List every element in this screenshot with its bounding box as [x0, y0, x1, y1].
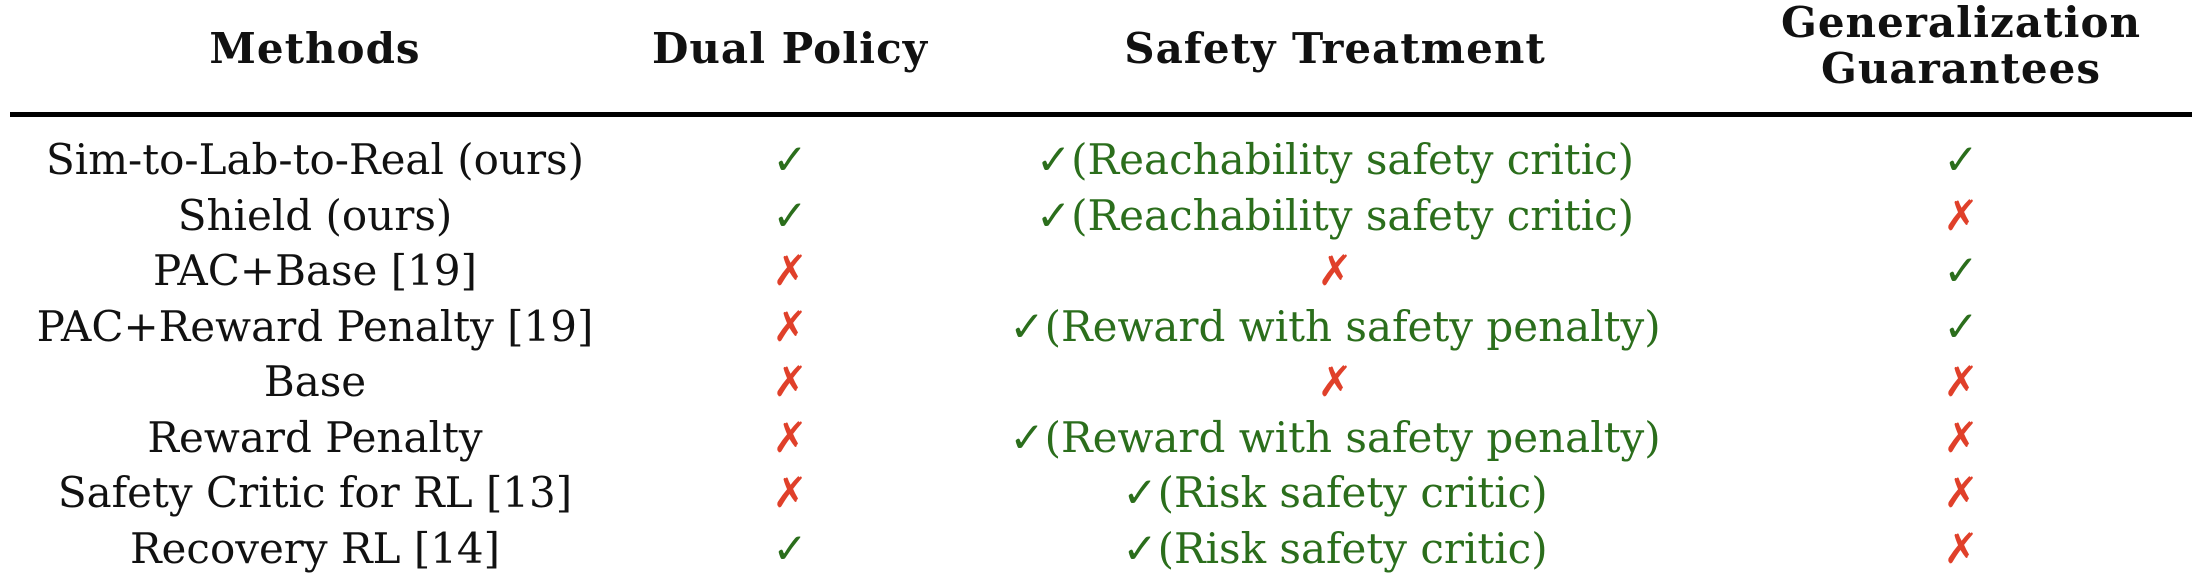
cross-icon: ✗ [1317, 246, 1353, 295]
table-row: Base ✗ ✗ ✗ [0, 354, 2202, 410]
header-methods: Methods [209, 24, 421, 73]
check-icon: ✓ [772, 190, 808, 240]
check-icon: ✓ [1035, 135, 1072, 184]
method-name: PAC+Base [19] [153, 246, 477, 295]
method-name: Reward Penalty [147, 412, 483, 462]
safety-treatment-text: (Reachability safety critic) [1071, 190, 1635, 240]
generalization-cell: ✓ [1720, 299, 2202, 355]
safety-treatment-cell: ✓(Risk safety critic) [950, 465, 1720, 521]
dual-policy-cell: ✓ [630, 521, 950, 577]
cross-icon: ✗ [1943, 523, 1979, 573]
safety-treatment-cell: ✗ [950, 243, 1720, 299]
method-name: Sim-to-Lab-to-Real (ours) [46, 135, 584, 184]
dual-policy-cell: ✗ [630, 465, 950, 521]
header-rule [10, 112, 2192, 117]
safety-treatment-text: (Risk safety critic) [1157, 523, 1548, 573]
method-name: Recovery RL [14] [129, 523, 501, 573]
cross-icon: ✗ [772, 468, 808, 517]
header-generalization: Generalization Guarantees [1720, 0, 2202, 92]
check-icon: ✓ [1009, 412, 1045, 462]
safety-treatment-cell: ✓(Reachability safety critic) [950, 132, 1720, 188]
generalization-cell: ✗ [1720, 354, 2202, 410]
table-row: Recovery RL [14] ✓ ✓(Risk safety critic) ✗ [0, 521, 2202, 577]
check-icon: ✓ [1035, 190, 1072, 240]
dual-policy-cell: ✗ [630, 354, 950, 410]
method-name: Shield (ours) [177, 190, 453, 240]
dual-policy-cell: ✗ [630, 410, 950, 466]
table-row: Shield (ours) ✓ ✓(Reachability safety crit… [0, 188, 2202, 244]
method-name: PAC+Reward Penalty [19] [36, 301, 594, 351]
safety-treatment-cell: ✓(Reward with safety penalty) [950, 299, 1720, 355]
generalization-cell: ✓ [1720, 243, 2202, 299]
generalization-cell: ✗ [1720, 521, 2202, 577]
safety-treatment-cell: ✓(Reachability safety critic) [950, 188, 1720, 244]
dual-policy-cell: ✗ [630, 243, 950, 299]
generalization-cell: ✗ [1720, 188, 2202, 244]
method-name: Safety Critic for RL [13] [57, 468, 573, 517]
check-icon: ✓ [1943, 301, 1979, 351]
table-row: PAC+Reward Penalty [19] ✗ ✓(Reward with sa… [0, 299, 2202, 355]
dual-policy-cell: ✗ [630, 299, 950, 355]
check-icon: ✓ [772, 523, 808, 573]
check-icon: ✓ [1122, 468, 1158, 517]
safety-treatment-text: (Risk safety critic) [1157, 468, 1548, 517]
table-row: Sim-to-Lab-to-Real (ours) ✓ ✓(Reachability… [0, 132, 2202, 188]
cross-icon: ✗ [1943, 468, 1979, 517]
safety-treatment-cell: ✗ [950, 354, 1720, 410]
check-icon: ✓ [1009, 301, 1045, 351]
header-generalization-line1: Generalization [1780, 0, 2142, 47]
header-safety-treatment: Safety Treatment [1124, 24, 1546, 73]
cross-icon: ✗ [772, 412, 808, 462]
safety-treatment-text: (Reward with safety penalty) [1044, 301, 1661, 351]
cross-icon: ✗ [1317, 357, 1353, 406]
cross-icon: ✗ [772, 357, 808, 406]
safety-treatment-text: (Reachability safety critic) [1071, 135, 1635, 184]
safety-treatment-cell: ✓(Reward with safety penalty) [950, 410, 1720, 466]
check-icon: ✓ [1943, 135, 1979, 184]
dual-policy-cell: ✓ [630, 132, 950, 188]
table-row: PAC+Base [19] ✗ ✗ ✓ [0, 243, 2202, 299]
cross-icon: ✗ [1943, 412, 1979, 462]
method-name: Base [263, 357, 367, 406]
table-row: Reward Penalty ✗ ✓(Reward with safety pena… [0, 410, 2202, 466]
table-header: Methods Dual Policy Safety Treatment Gen… [0, 0, 2202, 112]
safety-treatment-text: (Reward with safety penalty) [1044, 412, 1661, 462]
check-icon: ✓ [772, 135, 808, 184]
cross-icon: ✗ [772, 246, 808, 295]
generalization-cell: ✗ [1720, 465, 2202, 521]
header-generalization-line2: Guarantees [1821, 44, 2101, 93]
table-row: Safety Critic for RL [13] ✗ ✓(Risk safety … [0, 465, 2202, 521]
safety-treatment-cell: ✓(Risk safety critic) [950, 521, 1720, 577]
cross-icon: ✗ [1943, 190, 1979, 240]
dual-policy-cell: ✓ [630, 188, 950, 244]
generalization-cell: ✗ [1720, 410, 2202, 466]
header-dual-policy: Dual Policy [651, 24, 929, 73]
check-icon: ✓ [1122, 523, 1158, 573]
check-icon: ✓ [1943, 246, 1979, 295]
generalization-cell: ✓ [1720, 132, 2202, 188]
cross-icon: ✗ [772, 301, 808, 351]
cross-icon: ✗ [1943, 357, 1979, 406]
